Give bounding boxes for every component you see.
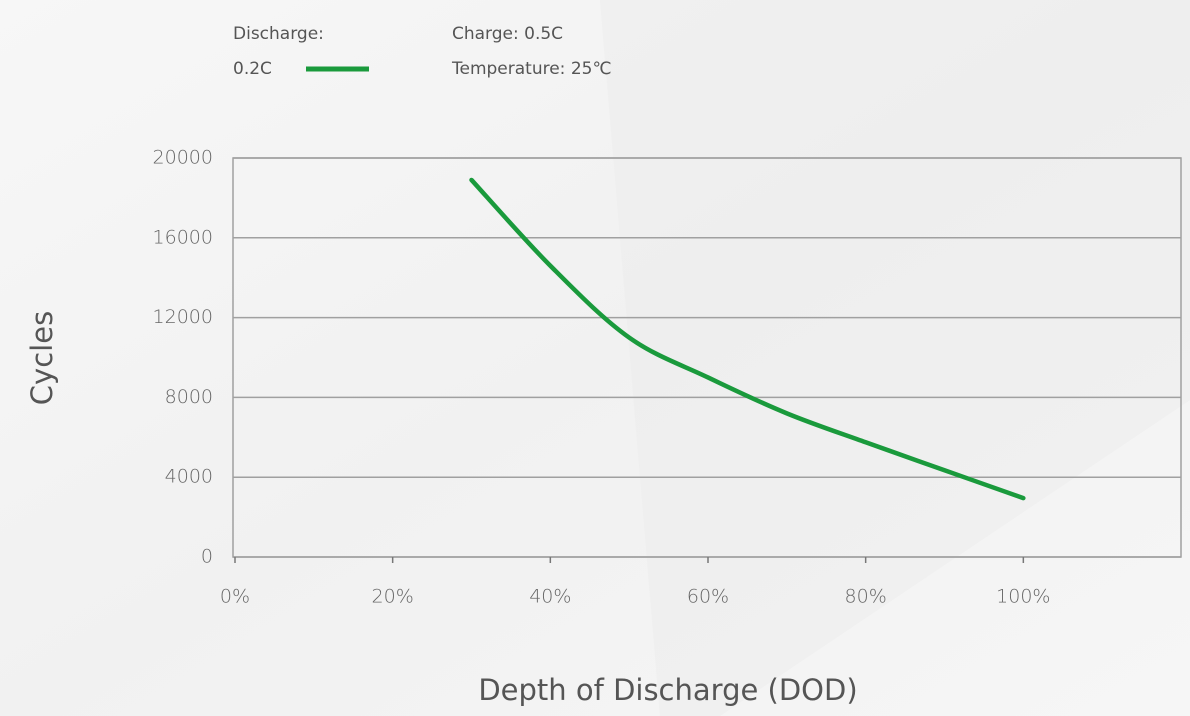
- data-line: [469, 177, 1026, 501]
- y-tick-label: 12000: [153, 306, 213, 328]
- annotation: Charge: 0.5C: [452, 24, 563, 44]
- x-axis-title: Depth of Discharge (DOD): [478, 673, 857, 707]
- x-tick-label: 40%: [529, 586, 571, 608]
- x-tick-label: 80%: [845, 586, 887, 608]
- y-tick-label: 8000: [165, 386, 213, 408]
- y-tick-label: 16000: [153, 226, 213, 248]
- plot-border: [232, 157, 1182, 558]
- y-tick-label: 20000: [153, 147, 213, 169]
- x-tick-label: 60%: [687, 586, 729, 608]
- background-shape: [600, 0, 1190, 716]
- x-tick-label: 100%: [996, 586, 1050, 608]
- legend-title: Discharge:: [233, 24, 324, 44]
- y-tick-label: 0: [201, 546, 213, 568]
- legend-label: 0.2C: [233, 59, 272, 79]
- annotation: Temperature: 25℃: [451, 59, 612, 79]
- x-tick-label: 0%: [220, 586, 250, 608]
- y-tick-label: 4000: [165, 466, 213, 488]
- y-axis-title: Cycles: [25, 311, 59, 405]
- x-tick-label: 20%: [372, 586, 414, 608]
